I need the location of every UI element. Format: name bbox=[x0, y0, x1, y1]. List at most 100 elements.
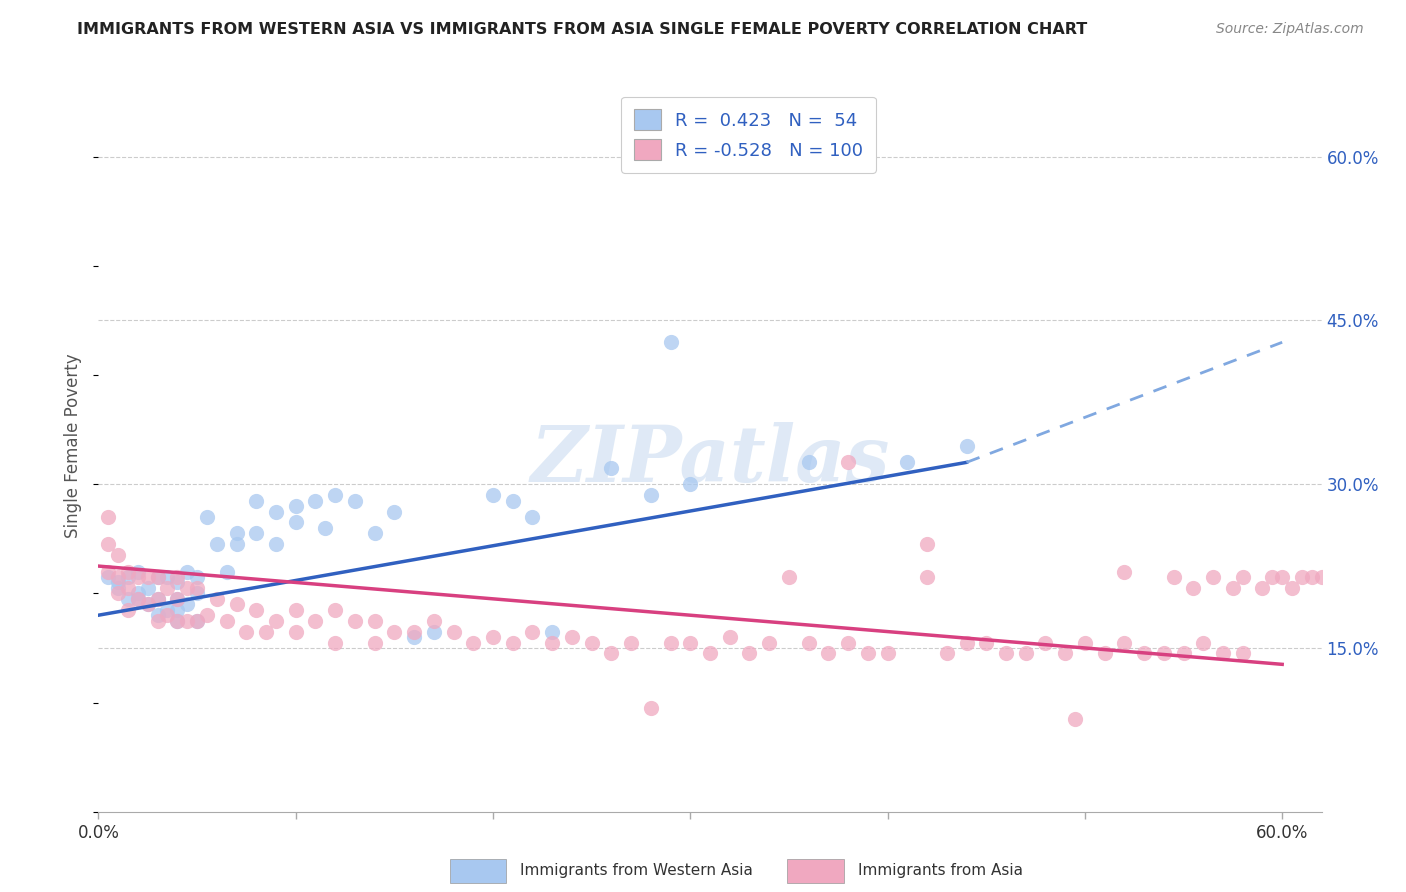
Point bbox=[97, 510, 120, 524]
Point bbox=[127, 570, 149, 584]
Point bbox=[974, 635, 997, 649]
Point bbox=[284, 499, 307, 513]
Point bbox=[797, 455, 820, 469]
Point bbox=[955, 439, 977, 453]
Point bbox=[117, 570, 139, 584]
Point bbox=[837, 635, 859, 649]
Point bbox=[284, 603, 307, 617]
Point bbox=[363, 526, 385, 541]
Point bbox=[205, 591, 228, 606]
Point bbox=[935, 647, 957, 661]
Point bbox=[502, 635, 524, 649]
Point bbox=[254, 624, 277, 639]
Point bbox=[225, 526, 247, 541]
Point bbox=[1114, 635, 1136, 649]
Point bbox=[156, 608, 179, 623]
Point bbox=[1222, 581, 1244, 595]
Point bbox=[176, 565, 198, 579]
FancyBboxPatch shape bbox=[787, 858, 844, 883]
Point bbox=[146, 570, 169, 584]
Point bbox=[323, 488, 346, 502]
Point bbox=[1064, 712, 1087, 726]
Point bbox=[284, 624, 307, 639]
Point bbox=[482, 630, 505, 644]
Point bbox=[176, 614, 198, 628]
Point bbox=[284, 516, 307, 530]
Point bbox=[117, 581, 139, 595]
Point bbox=[581, 635, 603, 649]
Point bbox=[1153, 647, 1175, 661]
Point bbox=[156, 603, 179, 617]
Point bbox=[1114, 565, 1136, 579]
Point bbox=[323, 603, 346, 617]
Point bbox=[166, 614, 188, 628]
Point bbox=[245, 493, 267, 508]
Point bbox=[1281, 581, 1303, 595]
Point bbox=[166, 603, 188, 617]
Point bbox=[679, 635, 702, 649]
Point bbox=[994, 647, 1017, 661]
Point bbox=[541, 635, 564, 649]
Point bbox=[1271, 570, 1294, 584]
Point bbox=[699, 647, 721, 661]
Point bbox=[323, 635, 346, 649]
Point bbox=[127, 591, 149, 606]
Text: Immigrants from Asia: Immigrants from Asia bbox=[858, 863, 1022, 878]
Point bbox=[423, 614, 446, 628]
Point bbox=[443, 624, 465, 639]
Point bbox=[482, 488, 505, 502]
Point bbox=[1212, 647, 1234, 661]
Point bbox=[136, 570, 159, 584]
Point bbox=[166, 575, 188, 590]
Point bbox=[1054, 647, 1077, 661]
Point bbox=[1173, 647, 1195, 661]
Point bbox=[363, 614, 385, 628]
Point bbox=[679, 477, 702, 491]
Point bbox=[856, 647, 879, 661]
Point bbox=[136, 597, 159, 611]
Point bbox=[797, 635, 820, 649]
Point bbox=[343, 614, 366, 628]
Point bbox=[955, 635, 977, 649]
Point bbox=[363, 635, 385, 649]
Point bbox=[659, 335, 682, 350]
Point bbox=[778, 570, 800, 584]
Point bbox=[127, 565, 149, 579]
Point bbox=[1015, 647, 1038, 661]
Point bbox=[97, 570, 120, 584]
Point bbox=[186, 586, 208, 600]
Point bbox=[1232, 570, 1254, 584]
Point bbox=[225, 597, 247, 611]
Point bbox=[659, 635, 682, 649]
Point bbox=[343, 493, 366, 508]
Point bbox=[522, 624, 544, 639]
Point bbox=[1232, 647, 1254, 661]
Point bbox=[896, 455, 918, 469]
Point bbox=[166, 591, 188, 606]
Point bbox=[215, 614, 238, 628]
Text: Immigrants from Western Asia: Immigrants from Western Asia bbox=[520, 863, 754, 878]
Point bbox=[186, 570, 208, 584]
Point bbox=[166, 570, 188, 584]
Point bbox=[146, 591, 169, 606]
Point bbox=[1301, 570, 1323, 584]
Point bbox=[97, 537, 120, 551]
Point bbox=[382, 504, 405, 518]
Point bbox=[176, 597, 198, 611]
Point bbox=[314, 521, 336, 535]
Point bbox=[107, 586, 129, 600]
FancyBboxPatch shape bbox=[450, 858, 506, 883]
Point bbox=[97, 565, 120, 579]
Point bbox=[186, 614, 208, 628]
Point bbox=[245, 603, 267, 617]
Point bbox=[186, 581, 208, 595]
Point bbox=[107, 548, 129, 562]
Point bbox=[876, 647, 898, 661]
Point bbox=[1133, 647, 1156, 661]
Point bbox=[1074, 635, 1097, 649]
Point bbox=[915, 537, 938, 551]
Point bbox=[156, 570, 179, 584]
Point bbox=[1182, 581, 1205, 595]
Point bbox=[522, 510, 544, 524]
Text: IMMIGRANTS FROM WESTERN ASIA VS IMMIGRANTS FROM ASIA SINGLE FEMALE POVERTY CORRE: IMMIGRANTS FROM WESTERN ASIA VS IMMIGRAN… bbox=[77, 22, 1088, 37]
